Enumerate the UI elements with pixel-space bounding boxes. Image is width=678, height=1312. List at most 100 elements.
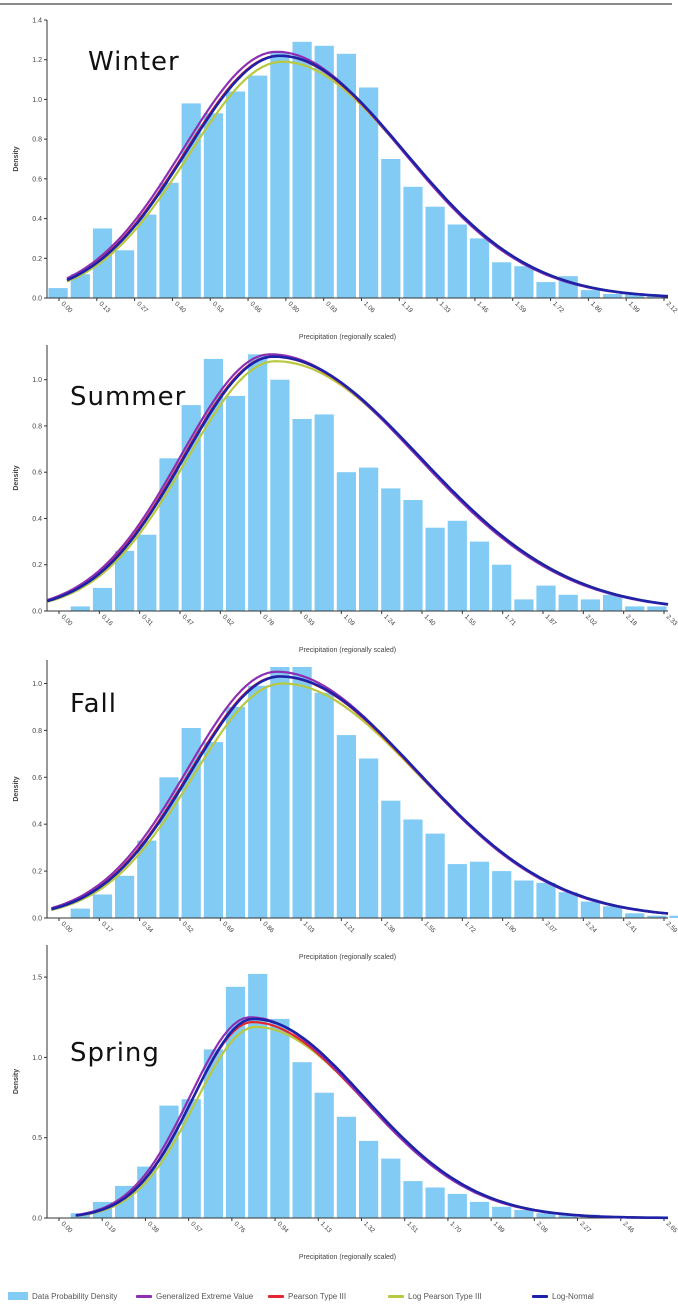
x-tick-label: 2.65 [665, 1220, 678, 1234]
x-axis-label: Precipitation (regionally scaled) [299, 1254, 396, 1261]
x-tick-label: 2.33 [665, 613, 678, 627]
x-tick-label: 0.17 [100, 920, 114, 934]
density-bar [225, 986, 246, 1218]
legend-swatch [388, 1294, 404, 1298]
x-tick-label: 1.46 [476, 300, 490, 314]
legend-item: Log Pearson Type III [388, 1288, 482, 1304]
density-bar [536, 585, 556, 611]
density-bar [137, 534, 157, 611]
x-tick-label: 1.38 [382, 920, 396, 934]
y-tick-label: 0.2 [32, 869, 42, 876]
density-bar [425, 833, 445, 918]
density-bar [314, 45, 334, 298]
x-tick-label: 0.34 [140, 920, 154, 934]
x-tick-label: 0.69 [221, 920, 235, 934]
x-tick-label: 2.08 [535, 1220, 549, 1234]
density-bar [469, 1201, 490, 1218]
density-bar [159, 182, 179, 298]
x-tick-label: 2.41 [624, 920, 638, 934]
x-tick-label: 0.19 [103, 1220, 117, 1234]
x-tick-label: 0.62 [221, 613, 235, 627]
chart-panel-winter: 0.0 0.2 0.4 0.6 0.8 1.0 1.2 1.4 0.00 0.13 0.27 0.40… [13, 18, 678, 342]
y-tick-label: 0.6 [32, 470, 42, 477]
density-bar [669, 915, 678, 918]
density-bar [558, 594, 578, 611]
top-divider [0, 3, 672, 5]
density-bar [514, 266, 534, 298]
density-bar [359, 1140, 379, 1218]
density-bar [248, 75, 268, 298]
density-bar [558, 892, 578, 918]
x-tick-label: 0.52 [181, 920, 195, 934]
y-tick-label: 0.4 [32, 516, 42, 523]
density-bar [270, 667, 290, 918]
density-bar [336, 735, 356, 918]
density-bar [381, 800, 401, 918]
density-bar [336, 1116, 356, 1218]
density-bar [603, 594, 623, 611]
x-tick-label: 1.55 [463, 613, 477, 627]
x-tick-label: 0.94 [276, 1220, 290, 1234]
legend-item: Pearson Type III [268, 1288, 346, 1304]
x-tick-label: 1.72 [463, 920, 477, 934]
density-bar [181, 1099, 201, 1218]
y-tick-label: 0.8 [32, 423, 42, 430]
density-bar [625, 913, 645, 918]
y-axis-label: Density [13, 1069, 20, 1094]
density-bar [425, 206, 445, 298]
density-bar [492, 1206, 512, 1218]
density-bar [536, 1213, 556, 1218]
density-bar [580, 901, 600, 918]
legend-item: Data Probability Density [8, 1288, 117, 1304]
x-axis-label: Precipitation (regionally scaled) [299, 647, 396, 654]
x-tick-label: 2.07 [544, 920, 558, 934]
density-bar [248, 354, 268, 611]
x-tick-label: 1.33 [438, 300, 452, 314]
x-tick-label: 0.16 [100, 613, 114, 627]
x-tick-label: 0.76 [232, 1220, 246, 1234]
density-bar [447, 520, 467, 611]
density-bar [314, 1092, 334, 1218]
density-bar [425, 1187, 445, 1218]
legend-label: Pearson Type III [288, 1291, 347, 1301]
x-tick-label: 1.13 [319, 1220, 333, 1234]
density-bar [203, 113, 223, 298]
density-bar [92, 228, 113, 298]
fit-curve-log-normal [46, 355, 669, 606]
density-bar [492, 262, 512, 298]
x-tick-label: 1.71 [503, 613, 517, 627]
density-bar [492, 871, 512, 918]
x-tick-label: 2.59 [665, 920, 678, 934]
density-bar [115, 875, 135, 918]
density-bar [70, 908, 90, 918]
x-tick-label: 1.24 [382, 613, 396, 627]
x-tick-label: 0.00 [60, 920, 74, 934]
x-tick-label: 0.78 [261, 613, 275, 627]
density-bar [292, 41, 312, 299]
legend-label: Log-Normal [552, 1291, 594, 1301]
y-tick-label: 0.0 [32, 916, 42, 923]
density-bar [492, 564, 512, 611]
legend-swatch [532, 1294, 548, 1298]
x-tick-label: 0.93 [324, 300, 338, 314]
density-bar [336, 53, 356, 298]
density-bar [292, 667, 312, 918]
density-bar [225, 91, 246, 298]
x-tick-label: 2.46 [621, 1220, 635, 1234]
legend-swatch [136, 1294, 152, 1298]
y-tick-label: 1.0 [32, 681, 42, 688]
density-bar [425, 527, 445, 611]
x-tick-label: 1.19 [400, 300, 414, 314]
y-tick-label: 0.6 [32, 176, 42, 183]
density-bar [270, 1018, 290, 1218]
density-bar [403, 1181, 423, 1218]
fit-curve-log-normal [51, 675, 669, 915]
y-tick-label: 0.0 [32, 1216, 42, 1223]
x-tick-label: 0.47 [181, 613, 195, 627]
density-bar [625, 606, 645, 611]
x-tick-label: 2.02 [584, 613, 598, 627]
density-bar [469, 861, 490, 918]
x-tick-label: 1.03 [302, 920, 316, 934]
x-tick-label: 1.51 [405, 1220, 419, 1234]
y-axis-label: Density [13, 146, 20, 171]
